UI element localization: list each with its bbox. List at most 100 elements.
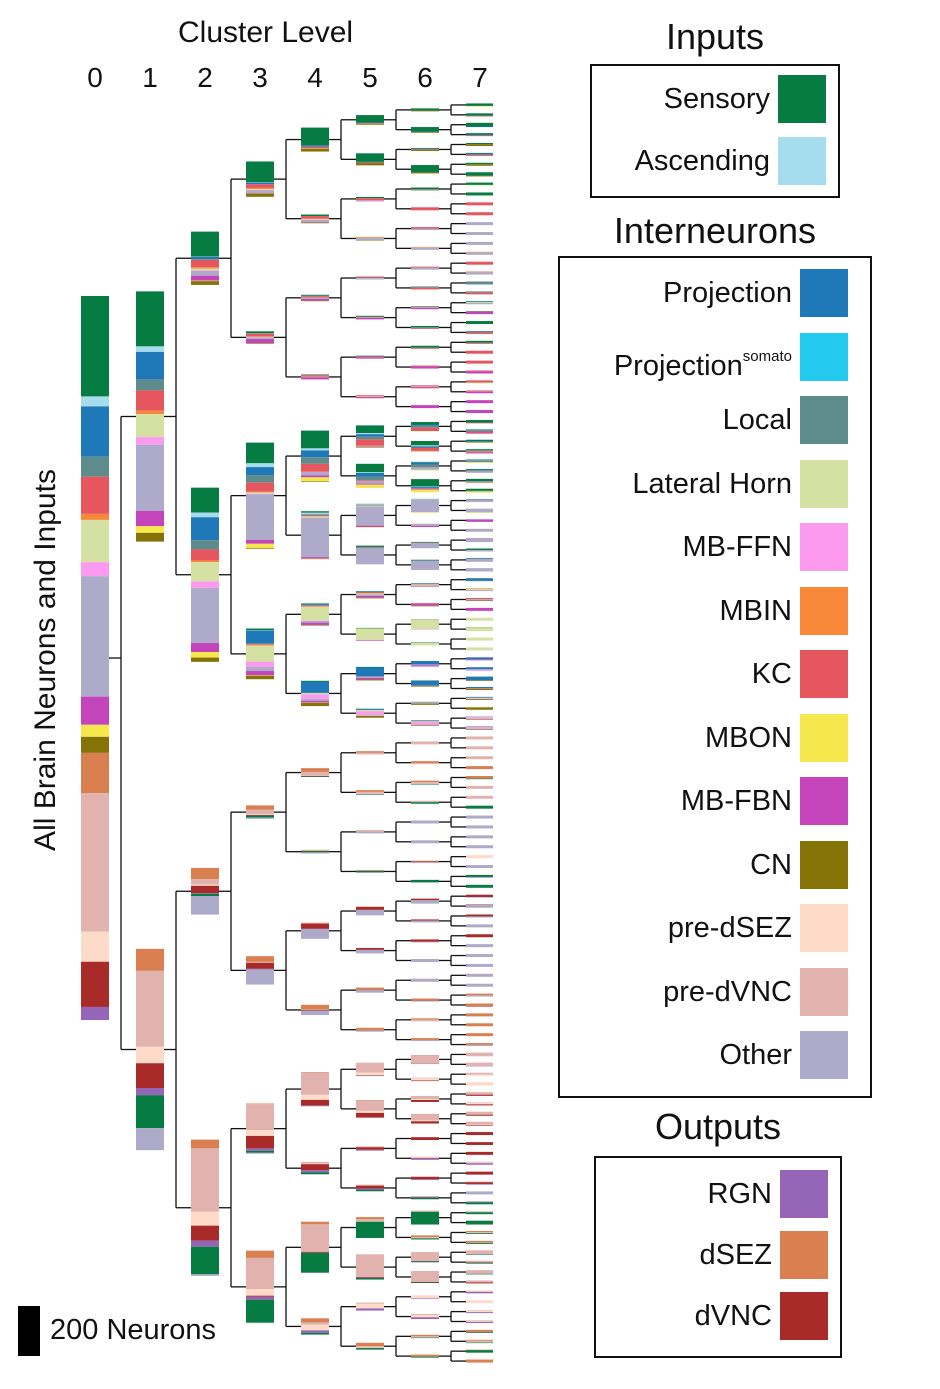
cluster-bar-level-7 (466, 449, 493, 454)
bar-segment-sensory (411, 479, 439, 487)
cluster-bar-level-7 (466, 1240, 493, 1244)
bar-segment-dvnc (301, 1251, 329, 1253)
cluster-bar-level-7 (466, 330, 493, 334)
cluster-bar-level-7 (466, 557, 493, 562)
bar-segment-dvnc (411, 919, 439, 921)
bar-segment-other (301, 1010, 329, 1016)
bar-segment-sensory (466, 778, 493, 780)
bar-segment-sensory (411, 1197, 439, 1200)
bar-segment-other (466, 1044, 493, 1047)
cluster-bar-level-7 (466, 143, 493, 147)
cluster-bar-level-5 (356, 947, 384, 954)
bar-segment-other (466, 669, 493, 670)
bar-segment-mb-ffn (136, 437, 164, 445)
cluster-bar-level-3 (246, 331, 274, 344)
cluster-bar-level-7 (466, 973, 493, 977)
bar-segment-lateral-horn (466, 302, 493, 303)
bar-segment-kc (466, 135, 493, 137)
bar-segment-mbin (356, 592, 384, 594)
bar-segment-sensory (466, 1220, 493, 1225)
bar-segment-mb-fbn (356, 446, 384, 447)
bar-segment-dvnc (246, 815, 274, 816)
bar-segment-kc (356, 592, 384, 593)
bar-segment-local (411, 286, 439, 288)
cluster-bar-level-7 (466, 607, 493, 611)
cluster-bar-level-7 (466, 488, 493, 493)
bar-segment-dvnc (466, 1104, 493, 1106)
bar-segment-kc (466, 370, 493, 372)
bar-segment-rgn (411, 1298, 439, 1299)
bar-segment-other (136, 444, 164, 511)
bar-segment-projection (411, 148, 439, 150)
bar-segment-dsez (356, 1342, 384, 1347)
bar-segment-cn (246, 675, 274, 680)
cluster-bar-level-7 (466, 637, 493, 641)
bar-segment-sensory (411, 541, 439, 543)
bar-segment-sensory (466, 192, 493, 196)
bar-segment-kc (411, 287, 439, 290)
bar-segment-dvnc (466, 1124, 493, 1126)
bar-segment-sensory (301, 214, 329, 217)
bar-segment-ascending (81, 396, 109, 407)
cluster-bar-level-7 (466, 400, 493, 404)
bar-segment-other (466, 568, 493, 572)
bar-segment-other (466, 904, 493, 908)
bar-segment-sensory (466, 1273, 493, 1275)
bar-segment-dsez (356, 1027, 384, 1030)
bar-segment-other (411, 840, 439, 844)
bar-segment-other (466, 252, 493, 255)
bar-segment-cn (466, 729, 493, 730)
bar-segment-sensory (356, 1277, 384, 1280)
bar-segment-projection (466, 686, 493, 689)
cluster-bar-level-4 (301, 1161, 329, 1175)
legend-interneurons-box (558, 256, 872, 1098)
bar-segment-projection (301, 604, 329, 606)
legend-item-rgn: RGN (528, 1170, 828, 1218)
bar-segment-cn (356, 715, 384, 718)
bar-segment-dsez (356, 987, 384, 990)
bar-segment-kc (466, 360, 493, 364)
legend-outputs-title: Outputs (654, 1106, 782, 1147)
bar-segment-other (246, 337, 274, 340)
cluster-bar-level-4 (301, 680, 329, 707)
cluster-bar-level-2 (191, 231, 219, 285)
bar-segment-pre-dsez (411, 1099, 439, 1101)
bar-segment-other (356, 317, 384, 319)
cluster-bar-level-7 (466, 993, 493, 997)
cluster-bar-level-7 (466, 390, 493, 394)
bar-segment-sensory (301, 127, 329, 146)
bar-segment-sensory (301, 511, 329, 513)
bar-segment-dsez (301, 922, 329, 924)
bar-segment-ascending (301, 512, 329, 515)
cluster-bar-level-7 (466, 578, 493, 582)
bar-segment-kc (411, 306, 439, 308)
cluster-bar-level-7 (466, 518, 493, 522)
bar-segment-cn (301, 148, 329, 152)
bar-segment-pre-dvnc (466, 1092, 493, 1095)
bar-segment-sensory (411, 345, 439, 348)
bar-segment-dsez (246, 1250, 274, 1258)
bar-segment-dsez (301, 1004, 329, 1010)
cluster-bar-level-7 (466, 182, 493, 186)
bar-segment-mb-ffn (411, 628, 439, 630)
bar-segment-pre-dsez (466, 1124, 493, 1125)
cluster-bar-level-7 (466, 548, 493, 552)
bar-segment-cn (466, 175, 493, 177)
cluster-bar-level-0 (81, 296, 109, 1020)
bar-segment-dsez (466, 1013, 493, 1017)
cluster-bar-level-7 (466, 1310, 493, 1314)
bar-segment-mb-fbn (356, 483, 384, 485)
bar-segment-sensory (356, 315, 384, 317)
cluster-bar-level-7 (466, 1280, 493, 1284)
bar-segment-other (466, 865, 493, 869)
bar-segment-kc (466, 342, 493, 344)
bar-segment-pre-dvnc (356, 831, 384, 832)
cluster-bar-level-6 (411, 165, 439, 174)
bar-segment-pre-dvnc (301, 1009, 329, 1011)
bar-segment-other (411, 820, 439, 824)
bar-segment-lateral-horn (301, 376, 329, 378)
bar-segment-sensory (466, 152, 493, 154)
bar-segment-mbon (301, 477, 329, 482)
legend-swatch (800, 713, 848, 762)
cluster-bar-level-3 (246, 1103, 274, 1154)
